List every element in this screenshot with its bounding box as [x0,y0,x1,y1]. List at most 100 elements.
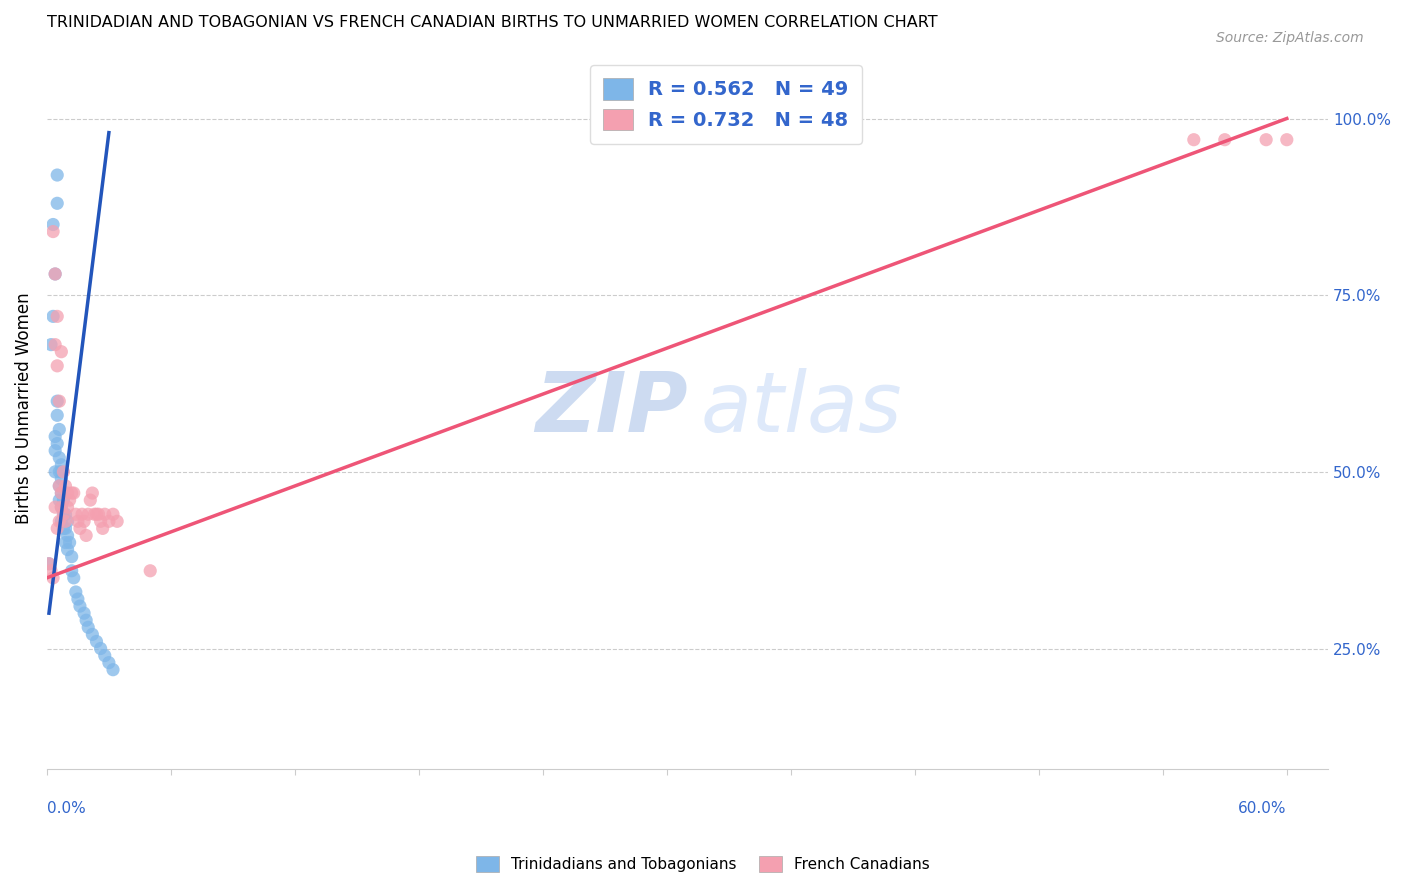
Text: TRINIDADIAN AND TOBAGONIAN VS FRENCH CANADIAN BIRTHS TO UNMARRIED WOMEN CORRELAT: TRINIDADIAN AND TOBAGONIAN VS FRENCH CAN… [46,15,938,30]
Point [44,443,66,458]
Text: ZIP: ZIP [534,368,688,449]
Point [75,528,97,542]
Point [51,500,73,515]
Point [44,465,66,479]
Point [55,514,77,528]
Point [51,500,73,515]
Point [46,359,69,373]
Point [44,267,66,281]
Point [60,486,83,500]
Point [97,656,120,670]
Legend: R = 0.562   N = 49, R = 0.732   N = 48: R = 0.562 N = 49, R = 0.732 N = 48 [591,65,862,145]
Point [48,465,70,479]
Point [51,486,73,500]
Point [52,465,75,479]
Point [66,514,89,528]
Point [97,514,120,528]
Point [56,514,79,528]
Point [139,564,162,578]
Point [44,500,66,515]
Point [46,521,69,535]
Point [94,508,117,522]
Point [90,514,112,528]
Point [38,557,60,571]
Point [101,508,124,522]
Point [66,592,89,607]
Point [51,514,73,528]
Point [46,409,69,423]
Point [75,613,97,627]
Point [52,508,75,522]
Point [46,168,69,182]
Point [69,599,91,614]
Y-axis label: Births to Unmarried Women: Births to Unmarried Women [15,293,32,524]
Point [1213,133,1236,147]
Point [62,486,84,500]
Point [73,606,96,620]
Point [55,535,77,549]
Point [56,500,79,515]
Point [56,486,79,500]
Point [56,542,79,557]
Point [82,627,104,641]
Point [91,521,114,535]
Point [65,585,87,599]
Point [51,472,73,486]
Point [1182,133,1205,147]
Point [46,394,69,409]
Point [55,521,77,535]
Text: Source: ZipAtlas.com: Source: ZipAtlas.com [1216,31,1364,45]
Point [60,549,83,564]
Point [48,422,70,436]
Point [42,310,65,324]
Point [1256,133,1278,147]
Point [83,508,105,522]
Point [44,337,66,351]
Text: 60.0%: 60.0% [1239,801,1286,816]
Point [77,508,100,522]
Point [51,486,73,500]
Point [48,479,70,493]
Point [94,648,117,663]
Point [90,641,112,656]
Point [87,508,110,522]
Point [73,514,96,528]
Point [48,479,70,493]
Point [65,508,87,522]
Point [86,508,108,522]
Point [51,458,73,472]
Point [46,196,69,211]
Point [46,310,69,324]
Point [44,267,66,281]
Legend: Trinidadians and Tobagonians, French Canadians: Trinidadians and Tobagonians, French Can… [468,848,938,880]
Point [48,514,70,528]
Point [59,493,82,508]
Point [48,450,70,465]
Point [105,514,128,528]
Point [1275,133,1298,147]
Point [39,564,62,578]
Point [38,557,60,571]
Point [42,225,65,239]
Point [101,663,124,677]
Point [48,493,70,508]
Point [46,436,69,450]
Point [79,493,101,508]
Point [39,337,62,351]
Point [55,479,77,493]
Point [52,493,75,508]
Point [48,394,70,409]
Point [86,634,108,648]
Point [62,571,84,585]
Point [77,620,100,634]
Point [70,508,93,522]
Text: 0.0%: 0.0% [46,801,86,816]
Point [56,528,79,542]
Text: atlas: atlas [700,368,903,449]
Point [60,564,83,578]
Point [82,486,104,500]
Point [42,571,65,585]
Point [52,508,75,522]
Point [51,465,73,479]
Point [59,535,82,549]
